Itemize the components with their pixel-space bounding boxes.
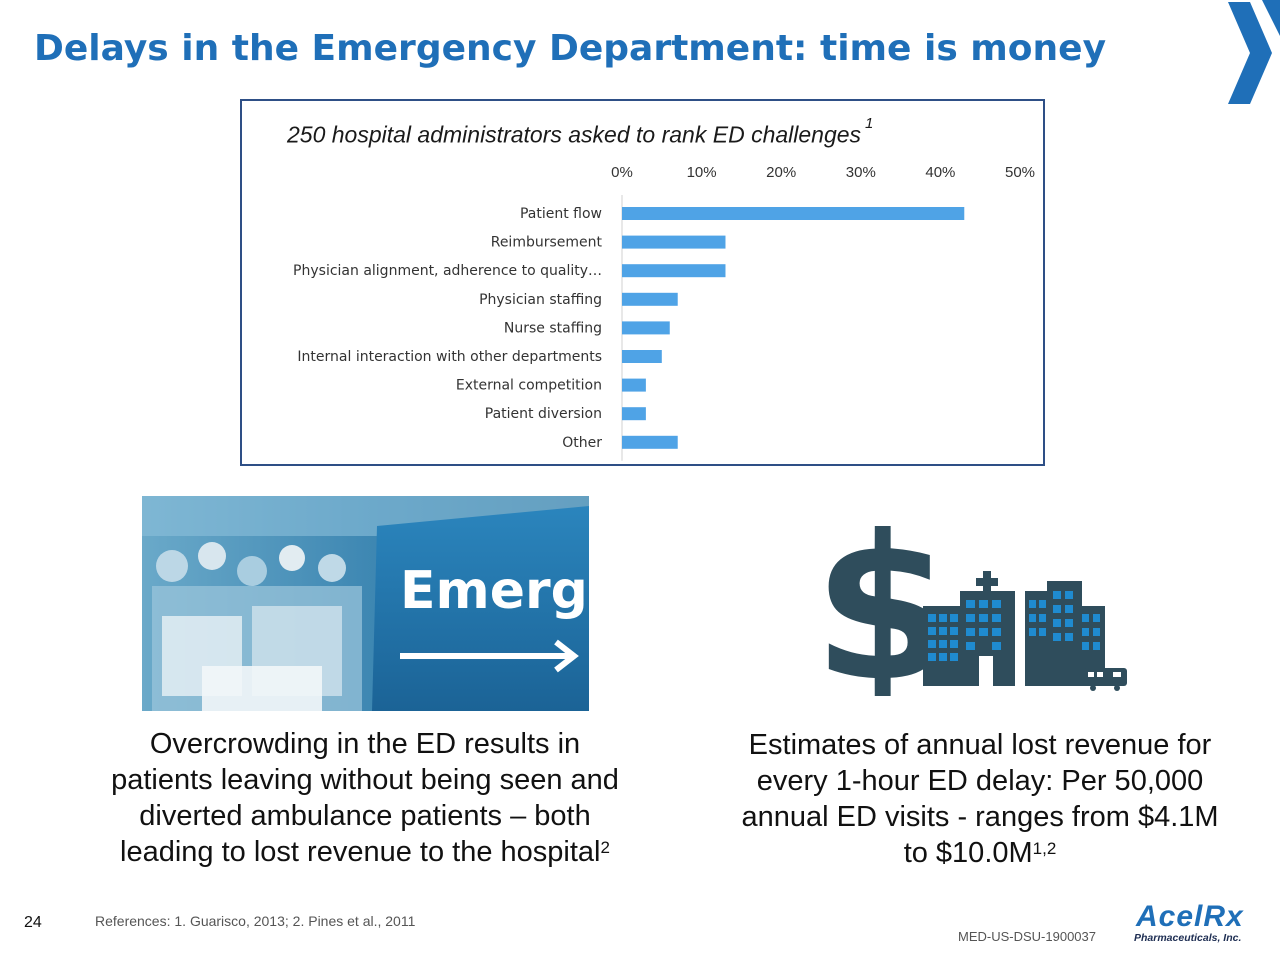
- category-label: Physician staffing: [479, 292, 602, 308]
- bar: [622, 407, 646, 421]
- bar: [622, 435, 678, 449]
- left-caption-line: diverted ambulance patients – both: [139, 800, 591, 832]
- brand-name: AcelRx: [1136, 900, 1244, 933]
- category-label: Patient flow: [520, 206, 602, 222]
- left-caption-last-line: leading to lost revenue to the hospital2: [70, 834, 660, 870]
- brand-tagline: Pharmaceuticals, Inc.: [1134, 932, 1242, 944]
- right-caption-line: Estimates of annual lost revenue for: [748, 729, 1212, 761]
- emergency-photo-illustration: Emergen: [142, 496, 589, 711]
- x-tick-label: 50%: [1005, 164, 1035, 181]
- x-tick-label: 0%: [611, 164, 633, 181]
- bar: [622, 207, 965, 220]
- bar: [622, 378, 646, 392]
- right-caption-line: to $10.0M: [903, 837, 1033, 869]
- category-label: External competition: [456, 378, 602, 394]
- slide-title: Delays in the Emergency Department: time…: [34, 28, 1107, 69]
- category-label: Nurse staffing: [504, 320, 602, 336]
- page-number: 24: [24, 914, 42, 931]
- x-tick-label: 20%: [766, 164, 796, 181]
- right-caption: Estimates of annual lost revenue for eve…: [700, 727, 1260, 871]
- chart-title-footnote: 1: [865, 115, 874, 132]
- chart-panel: 250 hospital administrators asked to ran…: [240, 99, 1045, 466]
- category-label: Other: [562, 435, 602, 451]
- category-label: Patient diversion: [485, 406, 602, 422]
- bar: [622, 264, 726, 278]
- category-label: Reimbursement: [491, 235, 603, 251]
- right-caption-line: annual ED visits - ranges from $4.1M: [741, 801, 1219, 833]
- bar: [622, 350, 662, 363]
- x-tick-label: 10%: [687, 164, 717, 181]
- sign-text: Emergen: [400, 561, 589, 621]
- emergency-room-photo: Emergen: [142, 496, 589, 711]
- references: References: 1. Guarisco, 2013; 2. Pines …: [95, 913, 416, 929]
- category-label: Physician alignment, adherence to qualit…: [293, 263, 602, 279]
- category-label: Internal interaction with other departme…: [297, 349, 602, 365]
- left-caption: Overcrowding in the ED results in patien…: [70, 726, 660, 870]
- acelrx-logo: AcelRx Pharmaceuticals, Inc.: [1132, 900, 1260, 946]
- right-caption-last-line: to $10.0M1,2: [700, 835, 1260, 871]
- right-caption-footnote: 1,2: [1032, 839, 1057, 858]
- bar: [622, 321, 670, 335]
- x-tick-label: 30%: [846, 164, 876, 181]
- chart-title-text: 250 hospital administrators asked to ran…: [287, 121, 862, 148]
- left-caption-line: patients leaving without being seen and: [111, 764, 619, 796]
- right-caption-line: every 1-hour ED delay: Per 50,000: [756, 765, 1204, 797]
- document-code: MED-US-DSU-1900037: [958, 929, 1096, 944]
- dollar-hospital-icon: $: [815, 496, 1127, 696]
- chart-title: 250 hospital administrators asked to ran…: [287, 115, 873, 149]
- bar-chart: 0% 10% 20% 30% 40% 50% Patient flow Reimburseme…: [293, 164, 1035, 461]
- left-caption-footnote: 2: [600, 838, 610, 857]
- left-caption-line: Overcrowding in the ED results in: [149, 728, 581, 760]
- bar: [622, 292, 678, 306]
- bar: [622, 235, 726, 249]
- x-tick-label: 40%: [925, 164, 955, 181]
- chevron-logo-icon: [1228, 0, 1280, 104]
- left-caption-line: leading to lost revenue to the hospital: [120, 836, 601, 868]
